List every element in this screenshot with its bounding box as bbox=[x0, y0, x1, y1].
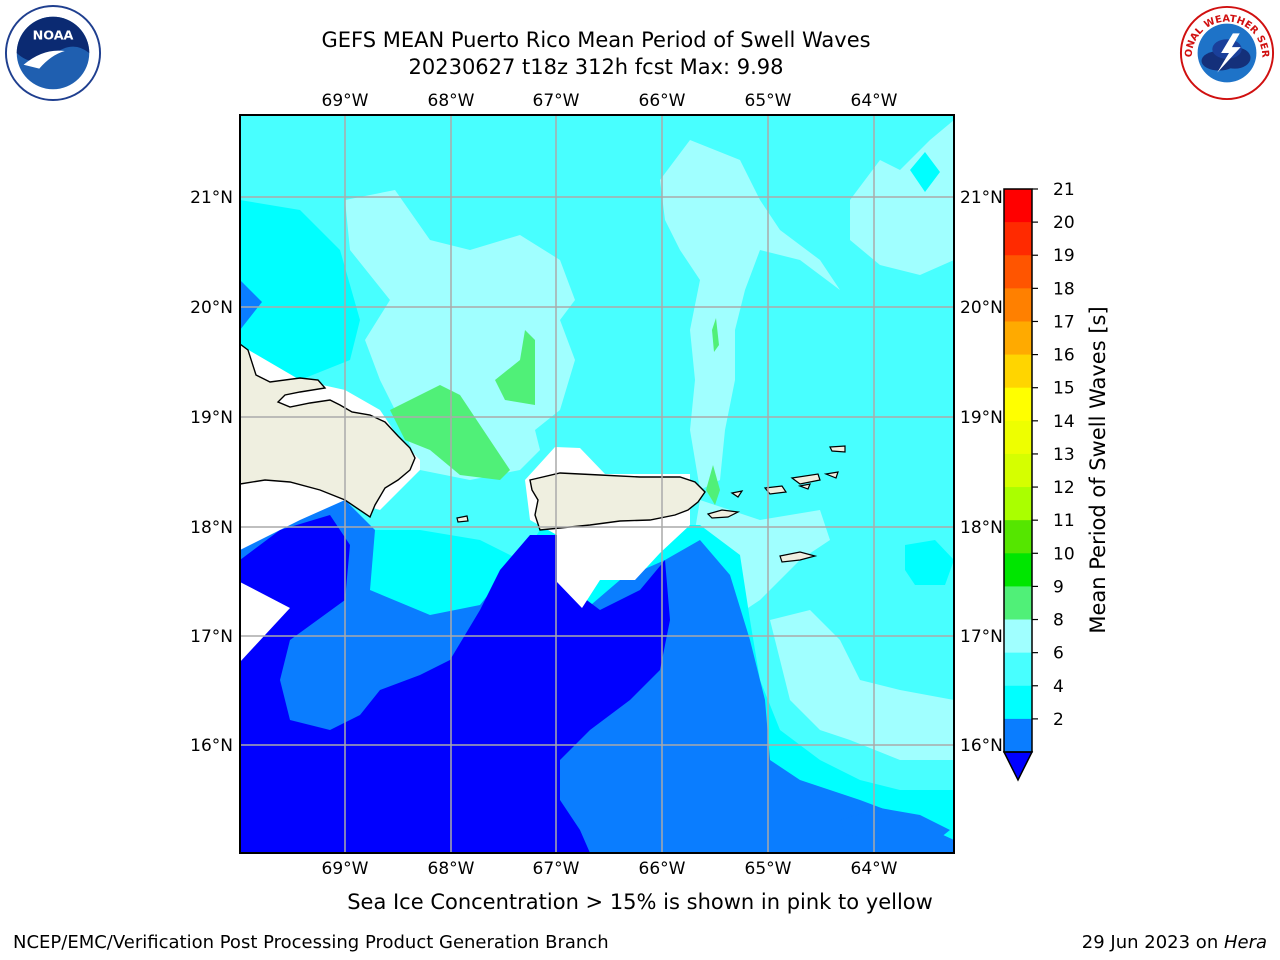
colorbar-cell bbox=[1004, 718, 1032, 753]
lon-label: 68°W bbox=[428, 91, 475, 111]
lon-label: 69°W bbox=[322, 91, 369, 111]
colorbar-cell bbox=[1004, 520, 1032, 554]
colorbar-cell bbox=[1004, 652, 1032, 687]
lon-label: 68°W bbox=[428, 859, 475, 879]
fill-6-8 bbox=[910, 152, 940, 192]
colorbar-cell bbox=[1004, 685, 1032, 720]
lat-label: 21°N bbox=[190, 188, 233, 208]
fill-2-4 bbox=[240, 515, 670, 853]
colorbar-tick-label: 12 bbox=[1053, 478, 1075, 498]
colorbar-tick-label: 19 bbox=[1053, 246, 1075, 266]
colorbar-cell bbox=[1004, 387, 1032, 422]
colorbar-tick-label: 2 bbox=[1053, 710, 1064, 730]
fill-10-11 bbox=[390, 385, 510, 480]
lat-label: 17°N bbox=[960, 627, 1003, 647]
fill-10-11 bbox=[495, 330, 535, 405]
colorbar-tick-label: 11 bbox=[1053, 511, 1075, 531]
footer-credit: NCEP/EMC/Verification Post Processing Pr… bbox=[13, 932, 609, 953]
graticule bbox=[240, 115, 954, 853]
fill-9-10 bbox=[770, 610, 954, 760]
colorbar-cell bbox=[1004, 222, 1032, 256]
contour-fills bbox=[240, 115, 954, 853]
chart-title: GEFS MEAN Puerto Rico Mean Period of Swe… bbox=[321, 28, 871, 52]
lat-label: 18°N bbox=[190, 518, 233, 538]
hispaniola-land bbox=[240, 344, 415, 517]
colorbar-tick-label: 17 bbox=[1053, 312, 1075, 332]
sea-ice-note: Sea Ice Concentration > 15% is shown in … bbox=[347, 890, 933, 914]
missing-data-area bbox=[240, 582, 290, 662]
colorbar-cell bbox=[1004, 619, 1032, 654]
lon-label: 69°W bbox=[322, 859, 369, 879]
puerto-rico-coastline bbox=[529, 472, 706, 531]
colorbar-tick-label: 21 bbox=[1053, 180, 1075, 200]
lat-label: 19°N bbox=[960, 408, 1003, 428]
fill-10-11 bbox=[712, 318, 719, 352]
lat-label: 18°N bbox=[960, 518, 1003, 538]
colorbar-cell bbox=[1004, 420, 1032, 455]
footer-date: 29 Jun 2023 on Hera bbox=[1082, 932, 1267, 953]
colorbar-tick-label: 4 bbox=[1053, 677, 1064, 697]
lat-label: 16°N bbox=[960, 736, 1003, 756]
colorbar-cell bbox=[1004, 453, 1032, 488]
lon-label: 67°W bbox=[533, 859, 580, 879]
footer-date-text: 29 Jun 2023 on bbox=[1081, 932, 1224, 953]
fill-10-11 bbox=[706, 465, 720, 505]
colorbar-tick-label: 10 bbox=[1053, 544, 1075, 564]
colorbar-cell bbox=[1004, 487, 1032, 521]
lat-labels-left: 21°N 20°N 19°N 18°N 17°N 16°N bbox=[190, 188, 233, 756]
colorbar-cell bbox=[1004, 354, 1032, 389]
small-islands bbox=[456, 445, 846, 563]
colorbar-tick-label: 6 bbox=[1053, 644, 1064, 664]
colorbar-cell bbox=[1004, 553, 1032, 587]
map-frame bbox=[239, 114, 955, 854]
colorbar-tick-label: 8 bbox=[1053, 611, 1064, 631]
lon-label: 64°W bbox=[851, 859, 898, 879]
lon-label: 65°W bbox=[745, 859, 792, 879]
lat-label: 20°N bbox=[960, 298, 1003, 318]
lat-label: 19°N bbox=[190, 408, 233, 428]
colorbar-cell bbox=[1004, 255, 1032, 289]
lat-label: 20°N bbox=[190, 298, 233, 318]
colorbar-tick-label: 16 bbox=[1053, 346, 1075, 366]
lon-labels-top: 69°W 68°W 67°W 66°W 65°W 64°W bbox=[322, 91, 898, 111]
fill-6-8 bbox=[240, 200, 360, 380]
colorbar-cell bbox=[1004, 189, 1032, 223]
chart-subtitle: 20230627 t18z 312h fcst Max: 9.98 bbox=[408, 55, 784, 79]
lon-labels-bottom: 69°W 68°W 67°W 66°W 65°W 64°W bbox=[322, 859, 898, 879]
lat-label: 17°N bbox=[190, 627, 233, 647]
lon-label: 66°W bbox=[639, 859, 686, 879]
svg-text:NOAA: NOAA bbox=[33, 28, 74, 43]
colorbar-cell bbox=[1004, 288, 1032, 322]
lat-labels-right: 21°N 20°N 19°N 18°N 17°N 16°N bbox=[960, 188, 1003, 756]
colorbar-title: Mean Period of Swell Waves [s] bbox=[1086, 306, 1110, 633]
colorbar-extend-arrow bbox=[1002, 751, 1034, 782]
nws-logo: NATIONAL WEATHER SERVICE bbox=[1178, 4, 1275, 101]
colorbar: 21 20 19 18 17 16 15 14 13 12 11 10 9 8 6 4 2 Mean Perio… bbox=[1002, 180, 1110, 782]
colorbar-tick-label: 9 bbox=[1053, 577, 1064, 597]
lon-label: 66°W bbox=[639, 91, 686, 111]
colorbar-frame bbox=[1003, 188, 1033, 753]
lat-label: 21°N bbox=[960, 188, 1003, 208]
fill-6-8 bbox=[905, 540, 954, 585]
lat-label: 16°N bbox=[190, 736, 233, 756]
colorbar-tick-label: 13 bbox=[1053, 445, 1075, 465]
lon-label: 67°W bbox=[533, 91, 580, 111]
lon-label: 64°W bbox=[851, 91, 898, 111]
colorbar-cell bbox=[1004, 586, 1032, 621]
noaa-logo: NOAA bbox=[4, 4, 102, 102]
lon-label: 65°W bbox=[745, 91, 792, 111]
colorbar-cell bbox=[1004, 321, 1032, 356]
colorbar-tick-label: 18 bbox=[1053, 279, 1075, 299]
fill-4-6 bbox=[240, 280, 262, 330]
footer-machine: Hera bbox=[1223, 932, 1267, 953]
colorbar-tick-label: 20 bbox=[1053, 213, 1075, 233]
fill-9-10 bbox=[660, 140, 840, 490]
colorbar-tick-label: 15 bbox=[1053, 379, 1075, 399]
fill-4-6 bbox=[840, 808, 950, 838]
colorbar-tick-label: 14 bbox=[1053, 412, 1075, 432]
